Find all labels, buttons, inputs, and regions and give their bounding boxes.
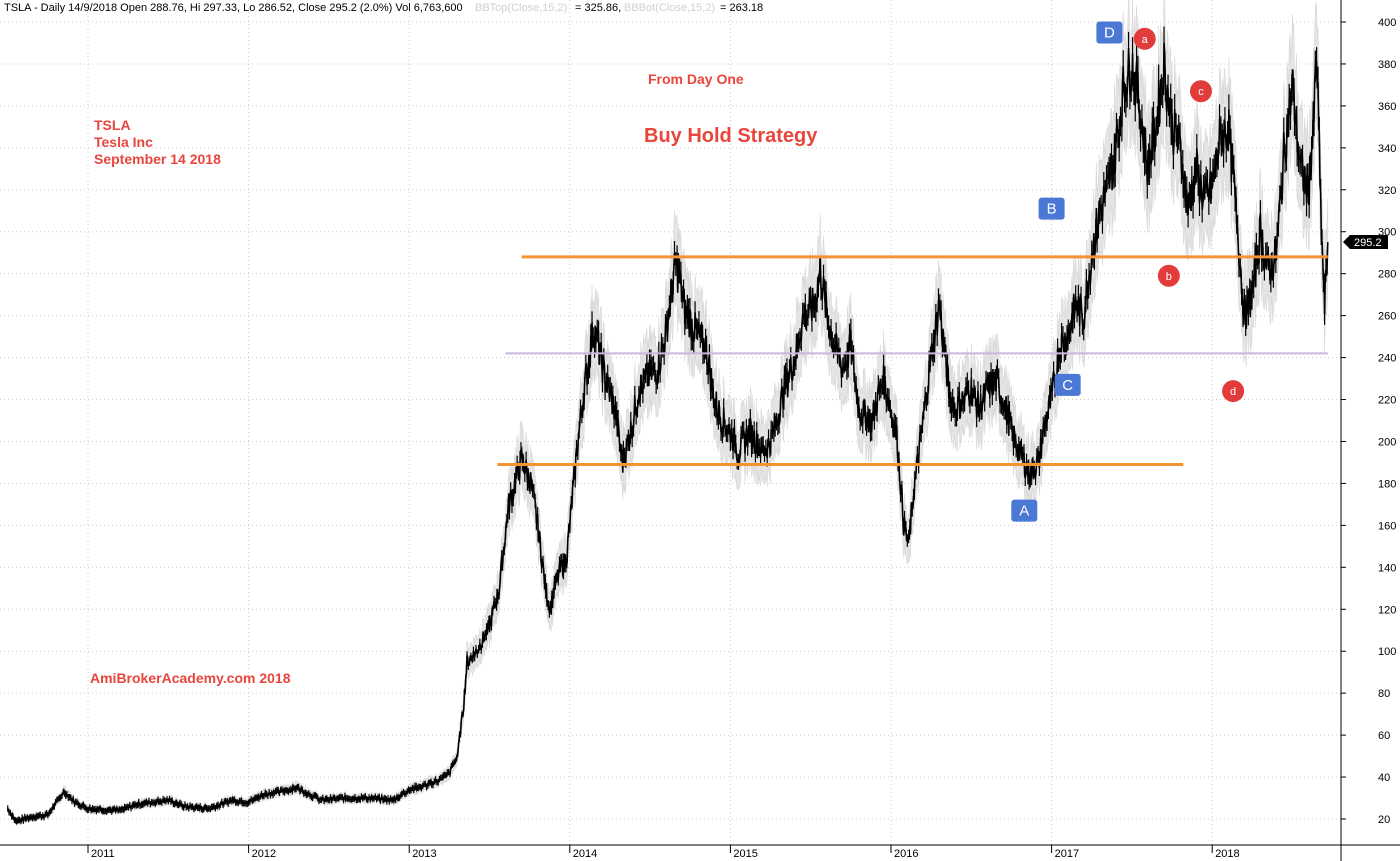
- y-tick-label: 340: [1378, 143, 1396, 155]
- y-tick-label: 160: [1378, 520, 1396, 532]
- bollinger-band: [7, 0, 1329, 827]
- bbbot-label: BBBot(Close,15,2): [624, 2, 715, 14]
- y-tick-label: 240: [1378, 353, 1396, 365]
- bbbot-value: = 263.18: [720, 2, 763, 14]
- label-circle-b: [1157, 264, 1180, 287]
- y-tick-label: 40: [1378, 772, 1390, 784]
- price-series: [7, 26, 1329, 826]
- x-tick-label: 2012: [252, 848, 276, 860]
- label-box-text: B: [1047, 201, 1057, 218]
- grid: [0, 0, 1341, 845]
- label-circle-text: a: [1142, 34, 1149, 46]
- y-tick-label: 80: [1378, 688, 1390, 700]
- watermark-label: AmiBrokerAcademy.com 2018: [90, 670, 291, 686]
- y-tick-label: 400: [1378, 17, 1396, 29]
- y-tick-label: 120: [1378, 604, 1396, 616]
- bollinger-band-area: [7, 0, 1329, 827]
- label-circle-text: d: [1230, 386, 1236, 398]
- company-label: Tesla Inc: [94, 134, 153, 150]
- y-tick-label: 100: [1378, 646, 1396, 658]
- strategy-title: Buy Hold Strategy: [644, 125, 818, 147]
- y-tick-label: 180: [1378, 478, 1396, 490]
- y-tick-label: 200: [1378, 436, 1396, 448]
- from-day-one-label: From Day One: [648, 71, 744, 87]
- label-circle-text: b: [1166, 271, 1172, 283]
- y-tick-label: 20: [1378, 814, 1390, 826]
- label-box-C: [1054, 373, 1081, 396]
- x-tick-label: 2013: [412, 848, 436, 860]
- date-label: September 14 2018: [94, 151, 221, 167]
- bbtop-value: = 325.86,: [575, 2, 621, 14]
- label-box-text: D: [1104, 24, 1115, 41]
- x-tick-label: 2018: [1215, 848, 1239, 860]
- label-box-B: [1038, 197, 1065, 220]
- label-box-text: A: [1019, 503, 1029, 520]
- label-box-A: [1011, 499, 1038, 522]
- y-tick-label: 260: [1378, 311, 1396, 323]
- y-tick-label: 320: [1378, 185, 1396, 197]
- label-circle-a: [1133, 27, 1156, 50]
- ticker-label: TSLA: [94, 117, 131, 133]
- last-price-tag: 295.2: [1343, 235, 1388, 249]
- y-tick-label: 380: [1378, 59, 1396, 71]
- x-tick-label: 2017: [1055, 848, 1079, 860]
- y-tick-label: 280: [1378, 269, 1396, 281]
- x-axis-ticks: 2011 2012 2013 2014 2015 2016 2017 2018: [87, 845, 1240, 860]
- horizontal-lines: [497, 255, 1328, 467]
- last-price-label: 295.2: [1354, 237, 1382, 249]
- y-tick-label: 60: [1378, 730, 1390, 742]
- label-box-D: [1096, 21, 1123, 44]
- x-tick-label: 2015: [733, 848, 757, 860]
- x-tick-label: 2016: [894, 848, 918, 860]
- bbtop-label: BBTop(Close,15,2): [475, 2, 567, 14]
- y-tick-label: 220: [1378, 395, 1396, 407]
- x-tick-label: 2014: [573, 848, 597, 860]
- x-tick-label: 2011: [91, 848, 115, 860]
- y-tick-label: 360: [1378, 101, 1396, 113]
- label-circle-c: [1189, 80, 1212, 103]
- label-box-text: C: [1062, 377, 1073, 394]
- label-circle-text: c: [1198, 86, 1204, 98]
- header-info: TSLA - Daily 14/9/2018 Open 288.76, Hi 2…: [4, 2, 463, 14]
- y-tick-label: 140: [1378, 562, 1396, 574]
- label-circle-d: [1222, 380, 1245, 403]
- y-axis-ticks: 2040608010012014016018020022024026028030…: [1341, 17, 1396, 826]
